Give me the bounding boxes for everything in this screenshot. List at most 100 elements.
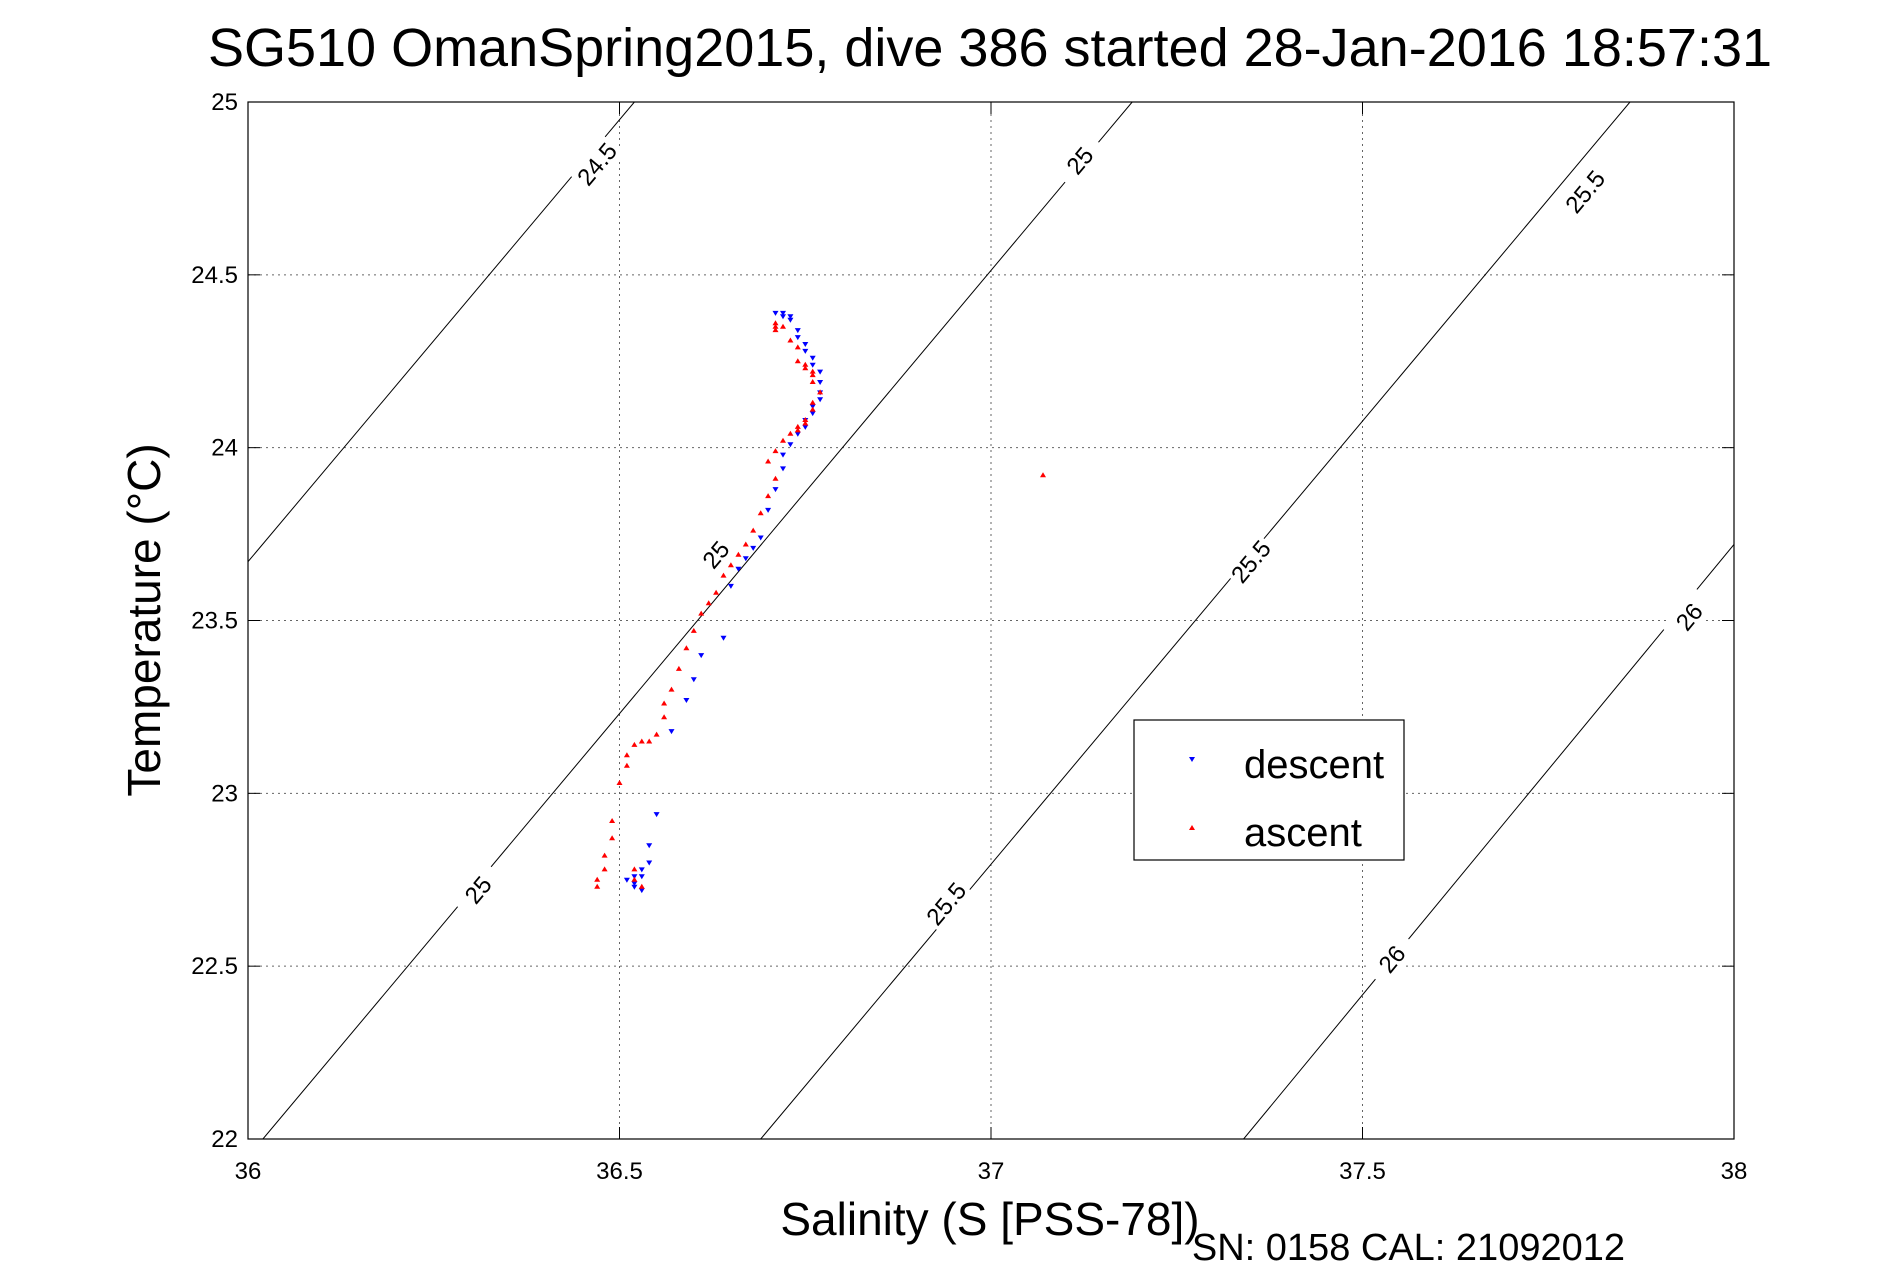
descent-point xyxy=(653,812,660,818)
descent-point xyxy=(817,397,824,403)
ascent-point xyxy=(794,358,801,364)
density-contours xyxy=(248,102,1734,1139)
descent-point xyxy=(802,424,809,430)
y-tick-label: 24.5 xyxy=(191,262,238,289)
ascent-point xyxy=(594,883,601,889)
descent-point xyxy=(787,317,794,323)
contour-label-bg xyxy=(1662,588,1717,646)
x-tick-label: 37 xyxy=(978,1158,1005,1185)
ascent-point xyxy=(638,883,645,889)
ascent-point xyxy=(668,686,675,692)
contour-label-bg xyxy=(1364,930,1420,989)
descent-point xyxy=(750,545,757,551)
contour-line xyxy=(1243,544,1734,1139)
y-axis-label: Temperature (°C) xyxy=(118,443,170,796)
descent-point xyxy=(772,487,779,493)
ascent-point xyxy=(623,752,630,758)
contour-label-bg xyxy=(569,135,625,194)
descent-point xyxy=(780,452,786,458)
descent-point xyxy=(809,355,816,361)
descent-point xyxy=(668,729,675,735)
ascent-point xyxy=(698,610,705,616)
y-tick-label: 24 xyxy=(211,435,238,462)
contour-label-bg xyxy=(919,874,974,933)
legend-ascent-marker xyxy=(1189,825,1195,830)
footer-serial-cal: SN: 0158 CAL: 21092012 xyxy=(1192,1227,1625,1262)
ascent-point xyxy=(765,493,772,499)
ascent-point xyxy=(809,372,816,378)
legend: descent ascent xyxy=(1133,719,1405,861)
descent-point xyxy=(631,881,638,887)
ascent-point xyxy=(638,738,645,744)
ascent-point xyxy=(609,818,616,823)
contour-label-bg xyxy=(450,861,506,920)
ascent-point xyxy=(772,323,779,329)
descent-point xyxy=(638,888,645,894)
ascent-point xyxy=(616,780,623,785)
ascent-point xyxy=(683,645,690,651)
descent-point xyxy=(817,380,824,385)
legend-descent-marker xyxy=(1189,757,1195,762)
ascent-point xyxy=(713,589,720,595)
descent-point xyxy=(720,635,727,641)
ascent-point xyxy=(690,627,697,633)
descent-point xyxy=(646,843,653,849)
descent-point xyxy=(787,314,794,320)
descent-point xyxy=(735,566,742,572)
ascent-point xyxy=(735,551,742,557)
descent-point xyxy=(802,342,809,347)
descent-point xyxy=(772,310,779,316)
descent-point xyxy=(787,442,794,448)
descent-point xyxy=(638,867,645,873)
descent-point xyxy=(742,556,749,562)
descent-point xyxy=(631,884,638,890)
descent-point xyxy=(623,877,630,883)
contour-label-bg xyxy=(1557,162,1613,221)
ascent-point xyxy=(772,448,779,454)
ascent-point xyxy=(631,866,638,872)
ascent-point xyxy=(727,562,734,568)
ascent-point xyxy=(817,389,824,395)
y-tick-label: 25 xyxy=(211,89,238,116)
ascent-point xyxy=(809,406,816,412)
grid xyxy=(248,102,1734,1139)
ascent-point xyxy=(794,427,801,433)
contour-line xyxy=(760,102,1631,1139)
ascent-point xyxy=(780,323,786,329)
descent-point xyxy=(780,314,786,320)
contour-label-bg xyxy=(1052,131,1108,190)
descent-point xyxy=(794,335,801,341)
legend-descent-label: descent xyxy=(1244,743,1384,787)
ascent-point xyxy=(780,437,786,443)
ascent-point xyxy=(794,423,801,429)
ascent-point xyxy=(802,420,809,426)
x-tick-label: 36 xyxy=(235,1158,262,1185)
ascent-point xyxy=(750,527,757,533)
ascent-point xyxy=(787,337,794,343)
descent-point xyxy=(780,310,786,316)
ascent-point xyxy=(661,714,668,720)
x-tick-label: 38 xyxy=(1721,1158,1748,1185)
ascent-point xyxy=(794,344,801,350)
ascent-point xyxy=(802,361,809,367)
descent-point xyxy=(794,328,801,334)
ascent-point xyxy=(772,327,779,333)
x-axis-label: Salinity (S [PSS-78]) xyxy=(780,1193,1199,1245)
ascent-point xyxy=(742,541,749,547)
descent-point xyxy=(780,466,786,472)
descent-point xyxy=(809,362,816,368)
ascent-point xyxy=(646,738,653,744)
descent-point xyxy=(638,874,645,880)
y-tick-label: 23 xyxy=(211,780,238,807)
ascent-point xyxy=(809,368,816,374)
legend-box xyxy=(1133,719,1405,861)
ascent-point xyxy=(601,866,608,872)
data-points xyxy=(594,310,1046,894)
contour-label-bg xyxy=(688,525,744,584)
ascent-point xyxy=(675,665,682,671)
descent-point xyxy=(817,369,824,375)
ascent-point xyxy=(802,365,809,371)
ascent-point xyxy=(601,852,608,858)
ascent-point xyxy=(661,700,668,706)
descent-point xyxy=(727,583,734,589)
